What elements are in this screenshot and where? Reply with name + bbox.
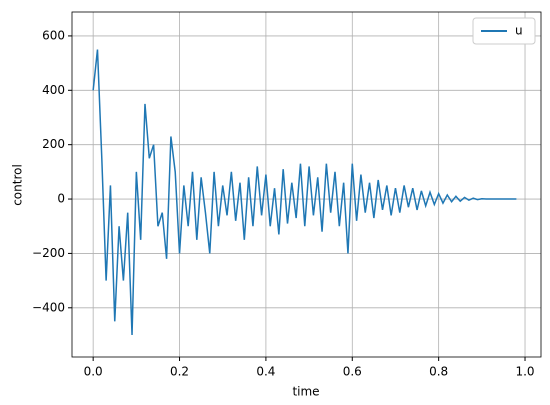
y-axis-label: control xyxy=(11,164,25,206)
line xyxy=(92,49,517,336)
y-tick-label: −200 xyxy=(32,246,65,260)
x-tick-label: 0.0 xyxy=(84,365,103,379)
x-tick-label: 0.4 xyxy=(256,365,275,379)
plot-frame xyxy=(71,11,542,358)
y-tick-label: 400 xyxy=(42,83,65,97)
y-tick-label: 600 xyxy=(42,28,65,42)
x-tick-label: 0.8 xyxy=(429,365,448,379)
x-axis-label: time xyxy=(292,385,319,399)
x-tick-label: 0.6 xyxy=(343,365,362,379)
y-tick-label: 0 xyxy=(57,192,65,206)
x-tick-label: 0.2 xyxy=(170,365,189,379)
y-tick-label: 200 xyxy=(42,137,65,151)
legend-label: u xyxy=(515,24,523,38)
y-tick-label: −400 xyxy=(32,300,65,314)
x-tick-label: 1.0 xyxy=(515,365,534,379)
